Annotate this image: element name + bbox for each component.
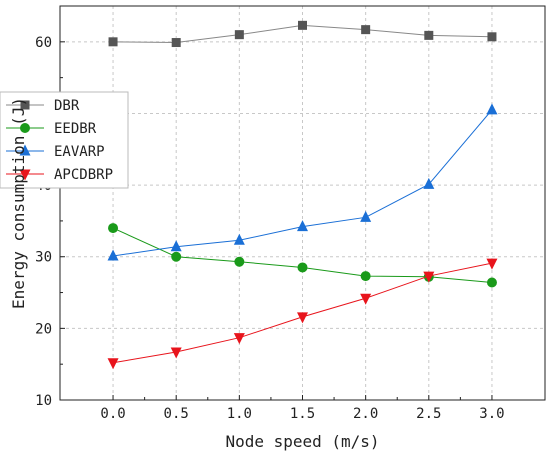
y-tick-label: 10	[35, 393, 52, 409]
data-point-eedbr	[171, 251, 182, 262]
data-point-eavarp	[423, 177, 435, 189]
legend-marker-eedbr	[20, 123, 30, 133]
legend-label-dbr: DBR	[54, 98, 80, 114]
series-layer	[107, 20, 498, 370]
data-point-eedbr	[486, 277, 497, 288]
data-point-dbr	[108, 37, 118, 47]
x-axis-title: Node speed (m/s)	[225, 432, 379, 451]
data-point-dbr	[298, 20, 307, 30]
data-point-apcdbrp	[170, 347, 182, 359]
data-point-apcdbrp	[423, 271, 435, 283]
legend-marker-eavarp	[19, 144, 31, 156]
x-tick-label: 3.0	[479, 406, 504, 422]
series-dbr	[108, 20, 497, 48]
legend-label-eedbr: EEDBR	[54, 121, 97, 137]
data-point-eavarp	[107, 249, 119, 261]
series-apcdbrp	[107, 258, 498, 370]
data-point-eedbr	[234, 256, 245, 267]
x-tick-label: 0.0	[100, 406, 125, 422]
grid-lines	[60, 6, 545, 400]
data-point-apcdbrp	[107, 358, 119, 370]
data-point-apcdbrp	[360, 293, 372, 305]
data-point-dbr	[171, 38, 181, 48]
data-point-dbr	[424, 30, 434, 40]
x-tick-label: 2.5	[416, 406, 441, 422]
data-point-dbr	[234, 30, 244, 40]
x-axis: 0.0 0.5 1.0 1.5 2.0 2.5 3.0	[100, 395, 505, 422]
y-axis: 102030405060	[35, 35, 65, 409]
data-point-eavarp	[486, 103, 498, 115]
data-point-dbr	[361, 25, 371, 35]
data-point-eedbr	[108, 223, 119, 234]
data-point-eavarp	[233, 233, 245, 245]
plot-area	[59, 5, 546, 401]
data-point-eavarp	[170, 240, 182, 252]
legend-label-apcdbrp: APCDBRP	[54, 167, 113, 183]
x-tick-label: 1.5	[290, 406, 315, 422]
legend-marker-apcdbrp	[19, 169, 31, 181]
data-point-apcdbrp	[233, 333, 245, 345]
data-point-eedbr	[297, 262, 308, 273]
legend-marker-dbr	[20, 100, 30, 110]
data-point-eedbr	[360, 271, 371, 282]
data-point-dbr	[487, 32, 497, 42]
y-tick-label: 30	[35, 250, 52, 266]
data-point-apcdbrp	[486, 258, 498, 270]
x-tick-label: 0.5	[164, 406, 189, 422]
y-axis-title: Energy consumption (J)	[9, 97, 28, 309]
y-tick-label: 60	[35, 35, 52, 51]
x-tick-label: 1.0	[227, 406, 252, 422]
legend-label-eavarp: EAVARP	[54, 144, 105, 160]
legend: DBR EEDBR EAVARP APCDBRP	[0, 91, 129, 189]
data-point-eavarp	[297, 220, 308, 232]
series-eavarp	[107, 103, 498, 261]
data-point-apcdbrp	[297, 312, 308, 324]
y-tick-label: 20	[35, 321, 52, 337]
x-tick-label: 2.0	[353, 406, 378, 422]
data-point-eavarp	[360, 210, 372, 222]
